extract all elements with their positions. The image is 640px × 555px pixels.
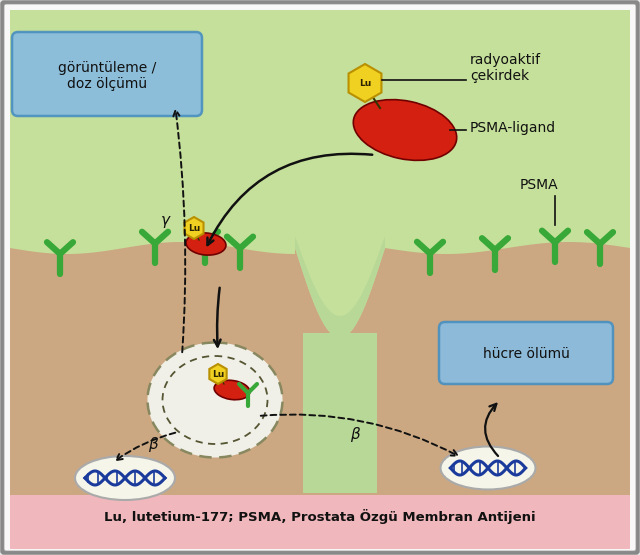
Text: radyoaktif
çekirdek: radyoaktif çekirdek [470,53,541,83]
Text: β: β [350,427,360,442]
Bar [10,493,630,549]
Polygon shape [10,10,630,338]
Polygon shape [295,236,385,338]
Polygon shape [10,242,630,493]
FancyBboxPatch shape [439,322,613,384]
Polygon shape [349,64,381,102]
Ellipse shape [353,99,457,160]
Ellipse shape [214,380,250,400]
Ellipse shape [186,233,226,255]
Text: Lu, lutetium-177; PSMA, Prostata Özgü Membran Antijeni: Lu, lutetium-177; PSMA, Prostata Özgü Me… [104,508,536,523]
Text: PSMA: PSMA [520,178,559,192]
Polygon shape [303,333,377,493]
Ellipse shape [440,447,536,490]
Text: Lu: Lu [188,224,200,233]
Text: γ: γ [161,213,170,228]
FancyBboxPatch shape [12,32,202,116]
Bar [10,240,630,495]
Text: PSMA-ligand: PSMA-ligand [470,121,556,135]
Polygon shape [209,364,227,384]
Ellipse shape [75,456,175,500]
Ellipse shape [147,342,282,457]
Text: β: β [148,436,158,452]
Polygon shape [184,217,204,239]
Text: görüntüleme /
doz ölçümü: görüntüleme / doz ölçümü [58,61,156,91]
Bar [10,10,630,320]
FancyBboxPatch shape [3,3,637,552]
Text: hücre ölümü: hücre ölümü [483,347,570,361]
Text: Lu: Lu [212,370,224,379]
Text: Lu: Lu [359,79,371,88]
